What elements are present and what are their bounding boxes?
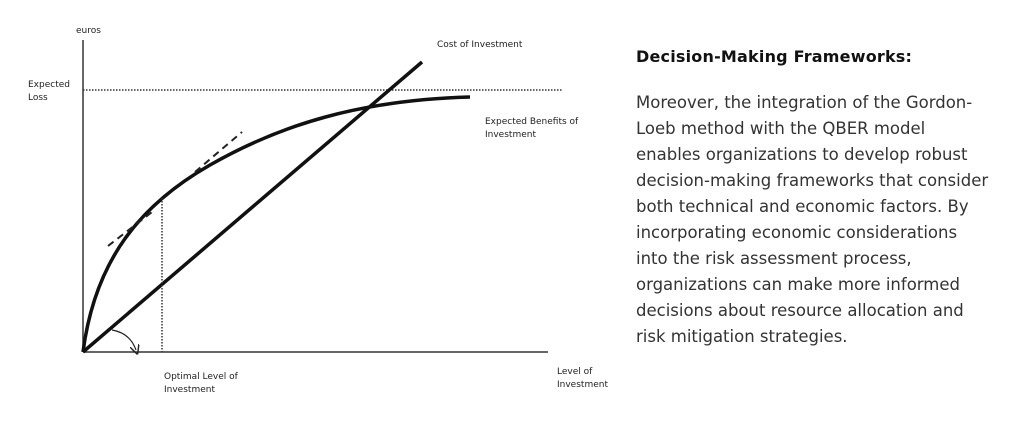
benefit-curve xyxy=(81,95,471,353)
paragraph-line: risk mitigation strategies. xyxy=(636,327,848,346)
optimal-label: Optimal Level of xyxy=(164,372,239,382)
heading: Decision-Making Frameworks: xyxy=(636,47,913,66)
paragraph-line: into the risk assessment process, xyxy=(636,249,912,268)
benefit-label: Investment xyxy=(485,130,536,140)
paragraph-line: enables organizations to develop robust xyxy=(636,145,968,164)
expected-loss-label: Expected xyxy=(28,80,70,90)
angle-arc xyxy=(111,329,136,350)
gordon-loeb-diagram: euros Expected Loss Cost of Investment E… xyxy=(28,26,608,395)
text-panel: Decision-Making Frameworks: Moreover, th… xyxy=(636,47,1016,350)
cost-line xyxy=(81,60,424,354)
paragraph-line: organizations can make more informed xyxy=(636,275,960,294)
paragraph-line: decisions about resource allocation and xyxy=(636,301,964,320)
paragraph-line: both technical and economic factors. By xyxy=(636,197,969,216)
benefit-label: Expected Benefits of xyxy=(485,117,579,127)
optimal-label: Investment xyxy=(164,385,215,395)
y-axis-label: euros xyxy=(76,26,101,36)
tangent-line xyxy=(107,211,153,247)
paragraph: Moreover, the integration of the Gordon-… xyxy=(636,90,1016,350)
expected-loss-label: Loss xyxy=(28,93,48,103)
tangent-line xyxy=(194,131,243,173)
x-axis-label: Level of xyxy=(557,367,593,377)
paragraph-line: incorporating economic considerations xyxy=(636,223,958,242)
paragraph-line: Moreover, the integration of the Gordon- xyxy=(636,93,973,112)
paragraph-line: decision-making frameworks that consider xyxy=(636,171,989,190)
cost-label: Cost of Investment xyxy=(437,40,523,50)
paragraph-line: Loeb method with the QBER model xyxy=(636,119,926,138)
x-axis-label: Investment xyxy=(557,380,608,390)
